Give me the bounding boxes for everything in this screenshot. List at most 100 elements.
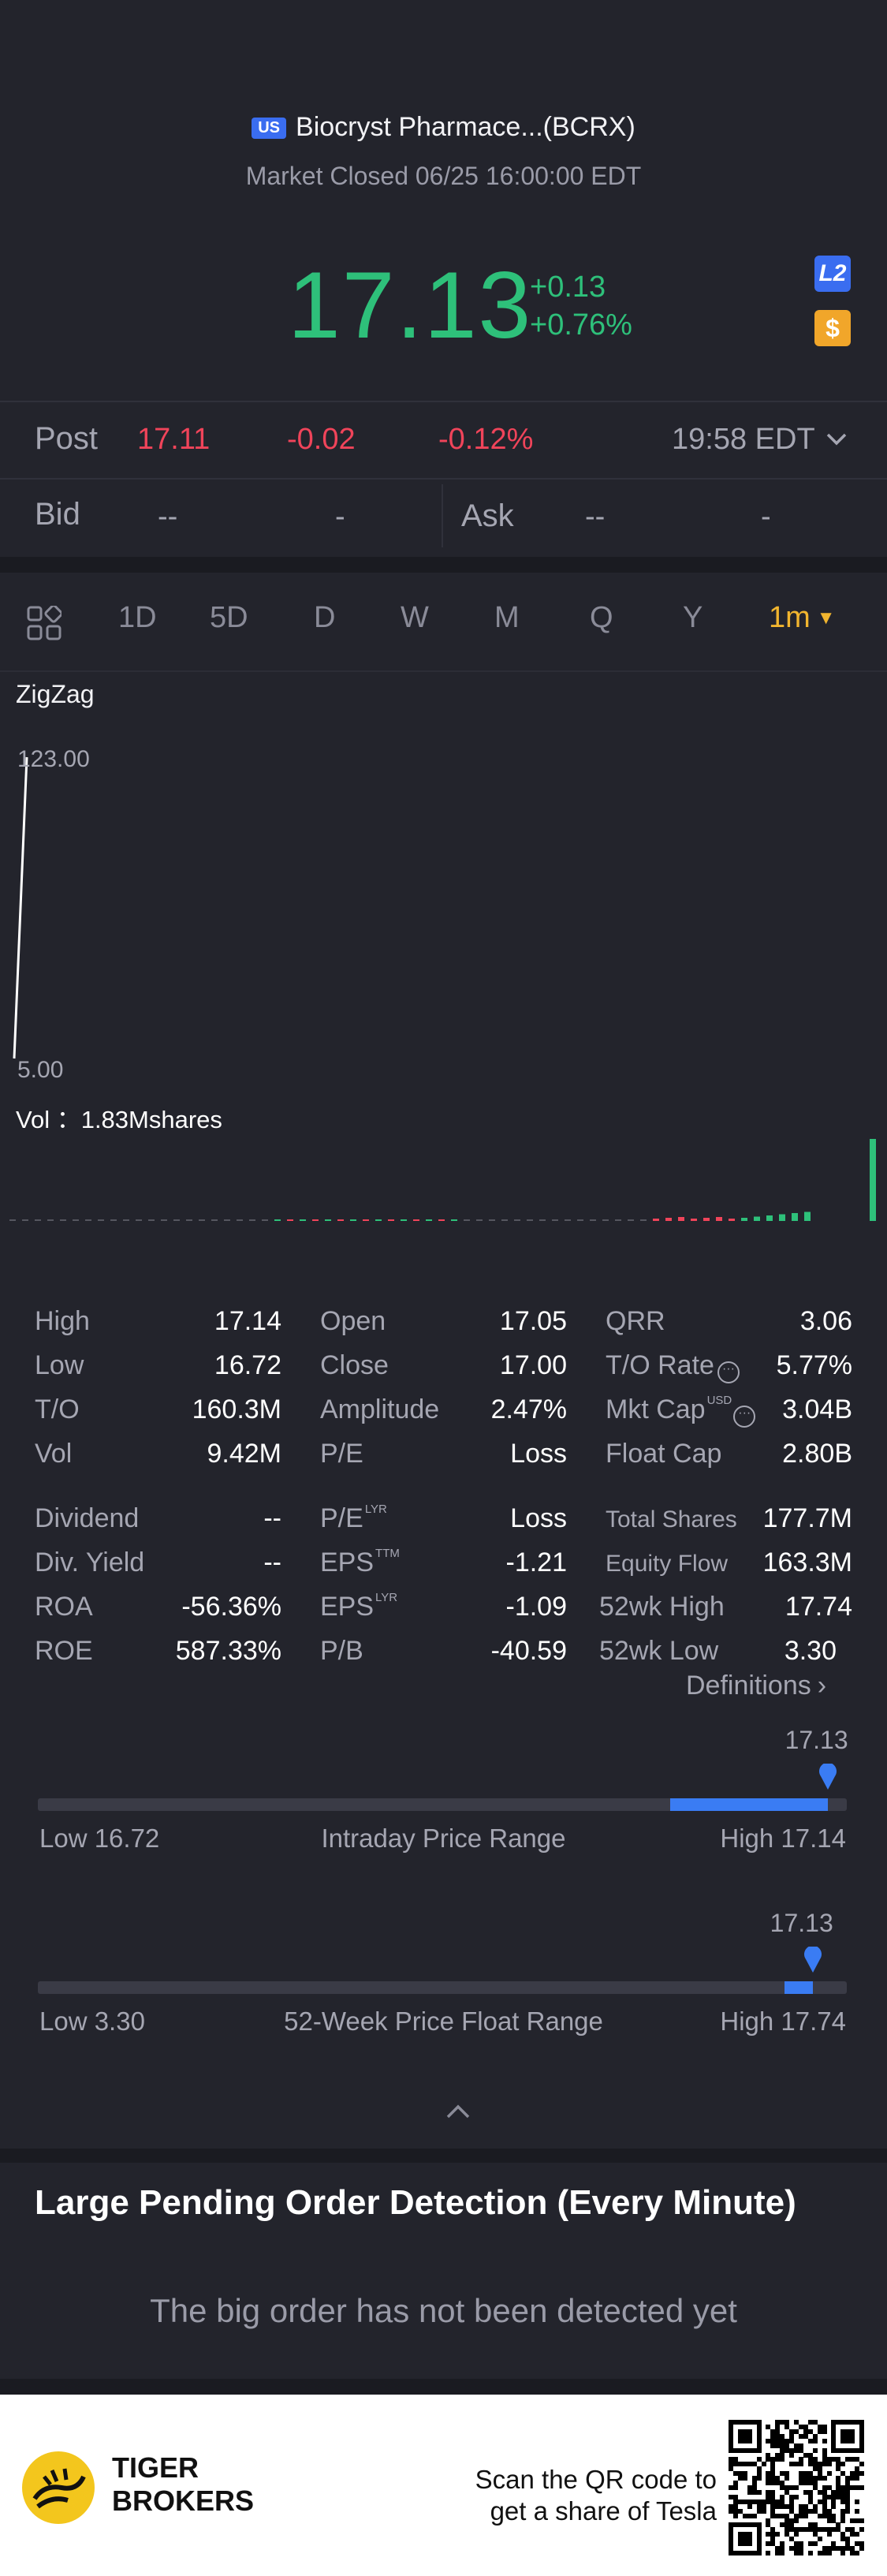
tab-m[interactable]: M	[494, 601, 520, 634]
pending-title: Large Pending Order Detection (Every Min…	[35, 2183, 796, 2222]
qr-module	[826, 2485, 832, 2491]
qr-module	[785, 2438, 790, 2443]
qr-module	[850, 2447, 855, 2453]
volume-bar	[274, 1219, 281, 1221]
qr-module	[780, 2494, 785, 2499]
intraday-track	[38, 1798, 847, 1811]
qr-module	[807, 2527, 813, 2533]
qr-module	[807, 2522, 813, 2528]
tab-1d[interactable]: 1D	[118, 601, 157, 634]
qr-module	[794, 2462, 799, 2467]
volume-bar	[501, 1219, 508, 1221]
volume-bar	[653, 1219, 659, 1221]
qr-module	[822, 2476, 827, 2481]
level2-icon[interactable]: L2	[814, 256, 851, 292]
qr-module	[794, 2551, 799, 2556]
qr-module	[822, 2546, 827, 2552]
grid-icon[interactable]	[27, 606, 61, 640]
intraday-marker-label: 17.13	[785, 1726, 848, 1754]
stat-pe-label: P/E	[320, 1439, 363, 1469]
currency-icon[interactable]: $	[814, 310, 851, 346]
qr-module	[780, 2452, 785, 2458]
qr-module	[775, 2532, 781, 2537]
stats-grid: High 17.14 Low 16.72 T/O 160.3M Vol 9.42…	[0, 1294, 887, 1735]
qr-module	[836, 2494, 841, 2499]
qr-module	[817, 2471, 822, 2477]
stat-52wk-high-label: 52wk High	[599, 1592, 725, 1622]
qr-module	[850, 2518, 855, 2523]
volume-bar	[148, 1219, 155, 1221]
qr-module	[770, 2443, 776, 2448]
qr-module	[822, 2494, 827, 2499]
qr-module	[859, 2541, 865, 2547]
info-icon[interactable]: ···	[733, 1406, 756, 1428]
qr-module	[812, 2433, 818, 2439]
stat-to-rate-label[interactable]: T/O Rate ···	[606, 1350, 740, 1383]
qr-module	[836, 2527, 841, 2533]
qr-module	[831, 2546, 837, 2552]
tab-5d[interactable]: 5D	[210, 601, 248, 634]
qr-module	[756, 2527, 762, 2533]
qr-module	[822, 2503, 827, 2509]
qr-code[interactable]	[729, 2420, 865, 2556]
qr-module	[812, 2438, 818, 2443]
week52-track	[38, 1981, 847, 1994]
qr-module	[836, 2476, 841, 2481]
qr-module	[732, 2522, 738, 2528]
volume-bar	[716, 1217, 722, 1221]
volume-bar	[300, 1219, 306, 1221]
qr-module	[831, 2489, 837, 2495]
tab-q[interactable]: Q	[590, 601, 613, 634]
tab-w[interactable]: W	[401, 601, 429, 634]
qr-module	[751, 2447, 757, 2453]
qr-module	[859, 2485, 865, 2491]
volume-bar	[173, 1219, 180, 1221]
qr-module	[822, 2462, 827, 2467]
qr-module	[840, 2532, 846, 2537]
tab-d[interactable]: D	[314, 601, 336, 634]
tab-y[interactable]: Y	[683, 601, 703, 634]
qr-module	[831, 2457, 837, 2462]
promo-line1: Scan the QR code to	[475, 2465, 717, 2494]
volume-label: Vol ：1.83Mshares	[16, 1106, 222, 1133]
promo-footer[interactable]: TIGER BROKERS Scan the QR code to get a …	[0, 2395, 887, 2576]
week52-title: 52-Week Price Float Range	[284, 2007, 603, 2036]
qr-module	[732, 2503, 738, 2509]
post-market-row[interactable]: Post 17.11 -0.02 -0.12% 19:58 EDT	[0, 418, 887, 462]
qr-module	[766, 2457, 771, 2462]
tab-1m[interactable]: 1m ▼	[769, 601, 836, 635]
week52-marker-label: 17.13	[770, 1909, 833, 1937]
ask-size: -	[761, 500, 771, 533]
stock-title[interactable]: US Biocryst Pharmace...(BCRX)	[0, 112, 887, 143]
qr-module	[789, 2452, 795, 2458]
qr-module	[840, 2494, 846, 2499]
mktcap-sup: USD	[706, 1394, 732, 1407]
definitions-link[interactable]: Definitions ›	[686, 1671, 826, 1701]
chevron-up-icon[interactable]	[445, 2103, 471, 2122]
qr-module	[775, 2420, 781, 2425]
qr-module	[826, 2462, 832, 2467]
qr-module	[822, 2429, 827, 2434]
qr-module	[751, 2485, 757, 2491]
qr-module	[789, 2462, 795, 2467]
qr-module	[812, 2420, 818, 2425]
qr-module	[831, 2527, 837, 2533]
volume-bar	[211, 1219, 218, 1221]
chevron-down-icon[interactable]	[825, 431, 848, 448]
qr-module	[756, 2537, 762, 2542]
qr-module	[859, 2424, 865, 2429]
stat-mktcap-label[interactable]: Mkt Cap USD···	[606, 1394, 756, 1428]
qr-module	[859, 2546, 865, 2552]
qr-module	[831, 2420, 837, 2425]
qr-module	[850, 2433, 855, 2439]
bid-label: Bid	[35, 497, 80, 532]
qr-module	[756, 2438, 762, 2443]
qr-module	[845, 2476, 851, 2481]
qr-module	[729, 2443, 733, 2448]
info-icon[interactable]: ···	[717, 1361, 740, 1383]
qr-module	[789, 2503, 795, 2509]
qr-module	[756, 2551, 762, 2556]
brand-line2: BROKERS	[112, 2485, 255, 2517]
indicator-label[interactable]: ZigZag	[16, 680, 95, 708]
